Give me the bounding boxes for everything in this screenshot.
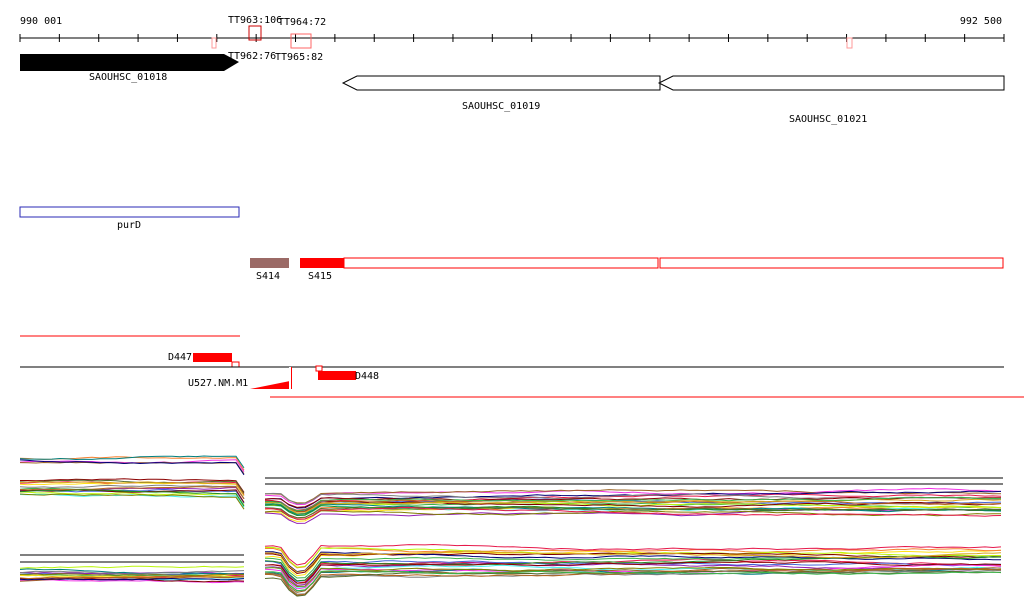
segment-label: S415 xyxy=(308,271,332,282)
feature-label: D447 xyxy=(168,352,192,363)
expression-trace xyxy=(264,566,1002,588)
expression-trace xyxy=(19,455,245,469)
segment-box[interactable] xyxy=(300,258,344,268)
coordinate-axis: 990 001 992 500 xyxy=(19,16,1005,42)
feature-wedge[interactable] xyxy=(250,367,292,389)
expression-trace xyxy=(265,496,1002,512)
terminator-marker[interactable] xyxy=(846,37,853,49)
terminator-label: TT963:106 xyxy=(228,15,282,26)
terminator-label: TT964:72 xyxy=(278,17,326,28)
expression-profiles xyxy=(19,455,1003,597)
expression-trace xyxy=(264,567,1002,596)
feature-box[interactable] xyxy=(318,371,356,380)
feature-box[interactable] xyxy=(193,353,232,362)
feature-label: D448 xyxy=(355,371,379,382)
segment-track: S414 S415 xyxy=(250,257,1004,282)
terminator-marker[interactable] xyxy=(290,33,312,49)
gene-arrow[interactable] xyxy=(20,54,239,71)
expression-trace xyxy=(264,546,1001,568)
expression-trace xyxy=(264,550,1002,573)
segment-label: S414 xyxy=(256,271,280,282)
expression-trace xyxy=(19,575,245,580)
expression-trace xyxy=(19,461,245,475)
expression-trace xyxy=(19,493,245,510)
gene-arrow[interactable] xyxy=(341,75,661,91)
operon-label: purD xyxy=(117,220,141,231)
expression-trace xyxy=(19,459,245,476)
gene-label: SAOUHSC_01018 xyxy=(89,72,167,83)
expression-trace xyxy=(19,486,245,500)
operon-box[interactable] xyxy=(19,206,240,218)
axis-end-label: 992 500 xyxy=(960,16,1002,27)
gene-track: SAOUHSC_01018 SAOUHSC_01019 SAOUHSC_0102… xyxy=(20,54,1005,125)
feature-box[interactable] xyxy=(315,365,323,372)
expression-trace xyxy=(264,503,1002,515)
terminator-label: TT962:76 xyxy=(228,51,276,62)
axis-start-label: 990 001 xyxy=(20,16,62,27)
feature-track: D447 U527.NM.M1 D448 xyxy=(20,335,1024,398)
expression-trace xyxy=(264,561,1002,584)
expression-trace xyxy=(264,487,1002,506)
expression-trace xyxy=(19,479,245,494)
segment-box[interactable] xyxy=(343,257,659,269)
segment-box[interactable] xyxy=(659,257,1004,269)
expression-trace xyxy=(264,543,1002,566)
terminator-label: TT965:82 xyxy=(275,52,323,63)
expression-trace xyxy=(19,493,245,508)
feature-label: U527.NM.M1 xyxy=(188,378,248,389)
terminator-markers: TT963:106 TT964:72 TT962:76 TT965:82 xyxy=(211,15,853,63)
expression-trace xyxy=(19,565,245,569)
expression-trace xyxy=(19,491,245,506)
operon-track: purD xyxy=(19,206,240,231)
expression-trace xyxy=(264,510,1002,520)
expression-trace xyxy=(264,504,1002,517)
expression-trace xyxy=(264,547,1002,569)
expression-trace xyxy=(20,478,245,493)
expression-trace xyxy=(264,570,1001,592)
terminator-marker[interactable] xyxy=(211,37,217,49)
expression-trace xyxy=(264,506,1002,520)
terminator-marker[interactable] xyxy=(248,25,262,41)
expression-trace xyxy=(19,489,245,507)
expression-trace xyxy=(19,577,245,581)
segment-box[interactable] xyxy=(250,258,289,268)
expression-trace xyxy=(264,506,1002,519)
expression-trace xyxy=(264,498,1002,514)
gene-arrow[interactable] xyxy=(657,75,1005,91)
gene-label: SAOUHSC_01021 xyxy=(789,114,867,125)
expression-trace xyxy=(19,484,245,499)
feature-box[interactable] xyxy=(231,361,240,368)
expression-trace xyxy=(19,570,245,575)
gene-label: SAOUHSC_01019 xyxy=(462,101,540,112)
expression-trace xyxy=(19,568,245,575)
expression-trace xyxy=(19,481,245,496)
expression-trace xyxy=(264,569,1002,595)
expression-trace xyxy=(264,492,1002,505)
